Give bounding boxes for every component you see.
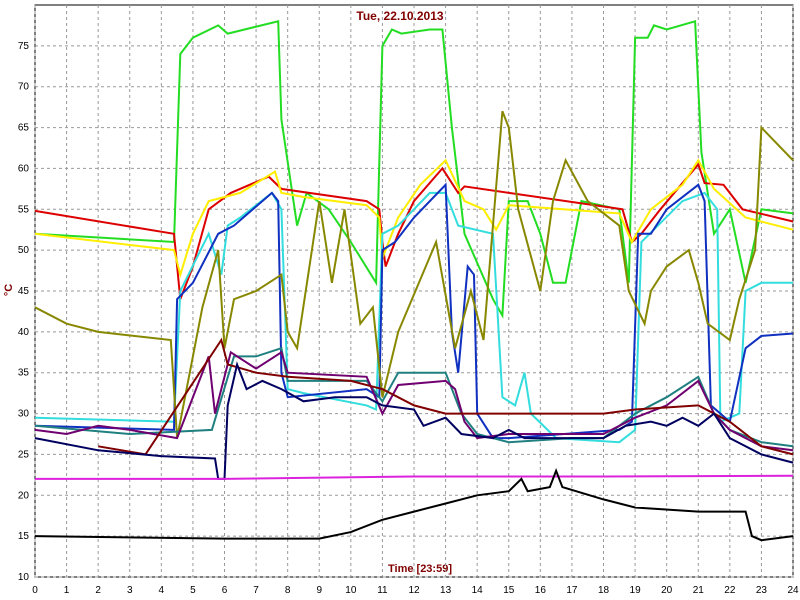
y-tick-label: 65	[18, 123, 30, 134]
data-line	[34, 468, 794, 542]
x-tick-label: 19	[630, 585, 642, 596]
x-tick-label: 4	[159, 585, 165, 596]
data-line	[35, 474, 794, 480]
data-line	[34, 182, 794, 440]
x-tick-label: 13	[440, 585, 452, 596]
x-tick-label: 17	[566, 585, 578, 596]
chart-title: Tue, 22.10.2013	[356, 9, 443, 23]
y-tick-label: 55	[18, 204, 30, 215]
x-tick-label: 9	[316, 585, 322, 596]
x-tick-label: 21	[693, 585, 705, 596]
x-tick-label: 18	[598, 585, 610, 596]
x-tick-label: 12	[408, 585, 420, 596]
x-tick-label: 24	[787, 585, 799, 596]
y-axis-label: °C	[3, 284, 15, 296]
x-tick-label: 22	[724, 585, 736, 596]
x-tick-label: 5	[190, 585, 196, 596]
x-tick-label: 20	[661, 585, 673, 596]
y-tick-label: 60	[18, 163, 30, 174]
y-tick-label: 75	[18, 41, 30, 52]
x-tick-label: 7	[253, 585, 259, 596]
x-tick-label: 14	[472, 585, 484, 596]
data-line	[34, 361, 794, 480]
y-tick-label: 20	[18, 490, 30, 501]
x-tick-label: 11	[377, 585, 388, 596]
x-axis-label: Time [23:59]	[388, 563, 452, 575]
x-tick-label: 10	[345, 585, 357, 596]
x-tick-label: 23	[756, 585, 768, 596]
x-tick-label: 1	[64, 585, 70, 596]
data-line	[34, 350, 794, 452]
data-line	[34, 191, 793, 444]
data-line	[34, 19, 794, 319]
x-tick-label: 8	[285, 585, 291, 596]
y-tick-label: 35	[18, 368, 30, 379]
y-tick-label: 40	[18, 327, 30, 338]
y-tick-label: 10	[18, 572, 30, 583]
y-tick-label: 70	[18, 82, 30, 93]
x-tick-label: 6	[222, 585, 228, 596]
y-tick-label: 15	[18, 531, 30, 542]
x-tick-label: 0	[32, 585, 38, 596]
y-tick-label: 30	[18, 409, 30, 420]
y-tick-label: 50	[18, 245, 30, 256]
y-tick-label: 45	[18, 286, 30, 297]
x-tick-label: 16	[535, 585, 547, 596]
data-line	[34, 110, 794, 439]
data-line	[34, 158, 794, 279]
y-tick-label: 25	[18, 449, 30, 460]
x-tick-label: 3	[127, 585, 133, 596]
x-tick-label: 2	[95, 585, 101, 596]
x-tick-label: 15	[503, 585, 515, 596]
